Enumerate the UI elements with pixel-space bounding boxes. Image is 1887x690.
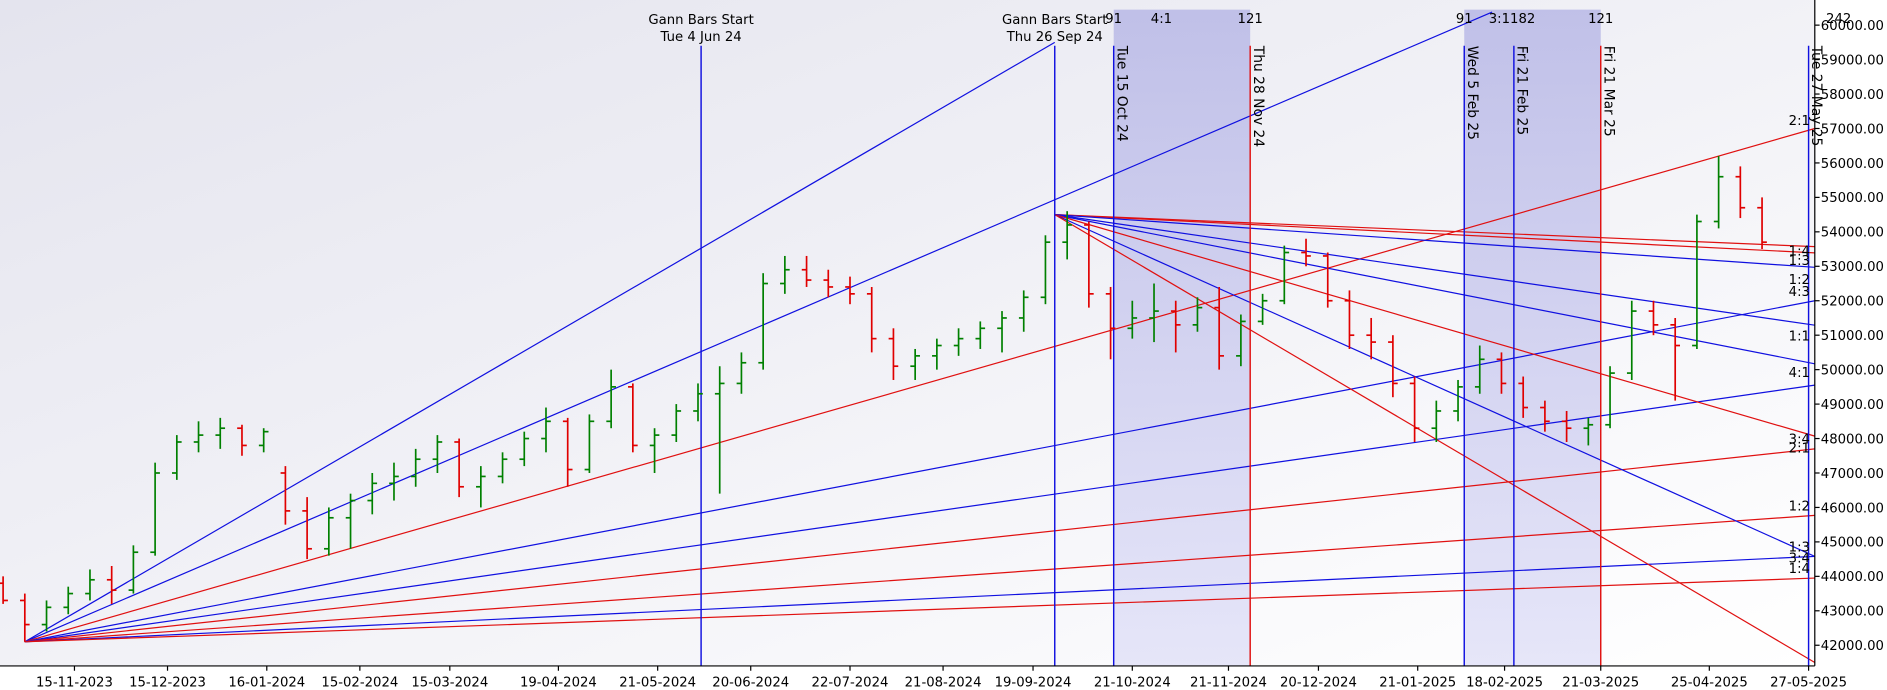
x-tick-label: 22-07-2024 bbox=[812, 675, 889, 690]
y-tick-label: 43000.00 bbox=[1821, 605, 1884, 620]
y-tick-label: 44000.00 bbox=[1821, 570, 1884, 585]
labels: 91 4:1 121 91 3:1182 1212:11:41:31:24:31:14:1… bbox=[648, 12, 1851, 577]
y-tick-label: 48000.00 bbox=[1821, 432, 1884, 447]
fan-label: 2:1 bbox=[1789, 114, 1810, 129]
y-tick-label: 58000.00 bbox=[1821, 88, 1884, 103]
region-ratio: 3:1182 bbox=[1489, 12, 1536, 27]
y-tick-label: 59000.00 bbox=[1821, 53, 1884, 68]
axis-labels: 42000.00 43000.00 44000.00 45000.00 46000.00… bbox=[36, 19, 1884, 690]
vertical-lines bbox=[700, 45, 1810, 666]
region-count: 121 bbox=[1588, 12, 1613, 27]
fan-label: 1:4 bbox=[1789, 562, 1810, 577]
axis-background bbox=[1814, 0, 1887, 690]
gann-fan-line bbox=[24, 41, 1056, 643]
y-tick-label: 53000.00 bbox=[1821, 260, 1884, 275]
gann-start-title: Gann Bars Start bbox=[648, 13, 753, 28]
gann-fan-line bbox=[1054, 214, 1815, 326]
fan-label: 3:4 bbox=[1789, 552, 1810, 567]
gann-fan-line bbox=[1054, 214, 1815, 437]
y-tick-label: 55000.00 bbox=[1821, 191, 1884, 206]
fan-label: 2:1 bbox=[1789, 442, 1810, 457]
y-tick-label: 42000.00 bbox=[1821, 639, 1884, 654]
marker-count: 242 bbox=[1826, 12, 1851, 27]
date-marker-label: Fri 21 Mar 25 bbox=[1600, 46, 1616, 137]
region-ratio: 4:1 bbox=[1151, 12, 1172, 27]
gann-fan-line bbox=[24, 514, 1815, 643]
x-tick-label: 20-06-2024 bbox=[712, 675, 789, 690]
x-tick-label: 19-09-2024 bbox=[995, 675, 1072, 690]
fan-label: 1:3 bbox=[1789, 541, 1810, 556]
x-tick-label: 21-10-2024 bbox=[1094, 675, 1171, 690]
time-region bbox=[1464, 9, 1601, 666]
fan-label: 1:4 bbox=[1789, 244, 1810, 259]
y-tick-label: 57000.00 bbox=[1821, 122, 1884, 137]
gann-fan-line bbox=[1054, 214, 1816, 557]
gann-fan-line bbox=[1054, 214, 1815, 254]
gann-fan-line bbox=[1054, 214, 1815, 365]
y-tick-label: 45000.00 bbox=[1821, 536, 1884, 551]
x-tick-label: 21-08-2024 bbox=[905, 675, 982, 690]
y-tick-label: 60000.00 bbox=[1821, 19, 1884, 34]
x-tick-label: 27-05-2025 bbox=[1770, 675, 1847, 690]
gann-fan-line bbox=[24, 448, 1815, 643]
time-region bbox=[1113, 9, 1251, 666]
y-tick-label: 54000.00 bbox=[1821, 226, 1884, 241]
y-tick-label: 56000.00 bbox=[1821, 157, 1884, 172]
gann-fan-line bbox=[24, 555, 1815, 643]
y-tick-label: 50000.00 bbox=[1821, 363, 1884, 378]
fan-label: 3:4 bbox=[1789, 432, 1810, 447]
x-tick-label: 21-11-2024 bbox=[1190, 675, 1267, 690]
x-tick-label: 20-12-2024 bbox=[1280, 675, 1357, 690]
x-tick-label: 21-03-2025 bbox=[1562, 675, 1639, 690]
y-tick-label: 52000.00 bbox=[1821, 295, 1884, 310]
x-tick-label: 15-03-2024 bbox=[411, 675, 488, 690]
x-tick-label: 15-11-2023 bbox=[36, 675, 113, 690]
gann-fan-line bbox=[1054, 214, 1815, 248]
x-tick-label: 16-01-2024 bbox=[228, 675, 305, 690]
fan-lines bbox=[24, 11, 1816, 663]
y-tick-label: 49000.00 bbox=[1821, 398, 1884, 413]
date-marker-label: Tue 27 May 25 bbox=[1808, 45, 1824, 147]
price-bars bbox=[0, 156, 1767, 642]
region-count: 91 bbox=[1456, 12, 1473, 27]
fan-label: 4:3 bbox=[1789, 285, 1810, 300]
fan-label: 4:1 bbox=[1789, 366, 1810, 381]
region-count: 91 bbox=[1105, 12, 1122, 27]
gann-start-title: Gann Bars Start bbox=[1002, 13, 1107, 28]
y-tick-label: 51000.00 bbox=[1821, 329, 1884, 344]
x-tick-label: 21-01-2025 bbox=[1379, 675, 1456, 690]
x-tick-label: 25-04-2025 bbox=[1671, 675, 1748, 690]
x-tick-label: 15-02-2024 bbox=[321, 675, 398, 690]
gann-start-date: Thu 26 Sep 24 bbox=[1006, 30, 1103, 45]
gann-start-date: Tue 4 Jun 24 bbox=[660, 30, 742, 45]
gann-fan-line bbox=[1054, 214, 1816, 663]
x-tick-label: 18-02-2025 bbox=[1466, 675, 1543, 690]
gann-fan-line bbox=[24, 577, 1815, 643]
gann-fan-line bbox=[24, 384, 1815, 643]
fan-label: 1:1 bbox=[1789, 330, 1810, 345]
gann-fan-line bbox=[24, 300, 1815, 643]
fan-label: 1:2 bbox=[1789, 273, 1810, 288]
date-marker-label: Wed 5 Feb 25 bbox=[1464, 46, 1480, 140]
date-marker-label: Tue 15 Oct 24 bbox=[1113, 45, 1129, 142]
gann-fan-line bbox=[24, 11, 1493, 643]
gann-fan-line bbox=[24, 127, 1815, 643]
region-count: 121 bbox=[1238, 12, 1263, 27]
date-marker-label: Thu 28 Nov 24 bbox=[1250, 45, 1266, 148]
fan-label: 1:3 bbox=[1789, 254, 1810, 269]
x-tick-label: 21-05-2024 bbox=[619, 675, 696, 690]
y-tick-label: 47000.00 bbox=[1821, 467, 1884, 482]
x-tick-label: 19-04-2024 bbox=[520, 675, 597, 690]
gann-fan-line bbox=[1054, 214, 1815, 268]
date-marker-label: Fri 21 Feb 25 bbox=[1513, 46, 1529, 135]
y-tick-label: 46000.00 bbox=[1821, 501, 1884, 516]
fan-label: 1:2 bbox=[1789, 500, 1810, 515]
x-tick-label: 15-12-2023 bbox=[129, 675, 206, 690]
